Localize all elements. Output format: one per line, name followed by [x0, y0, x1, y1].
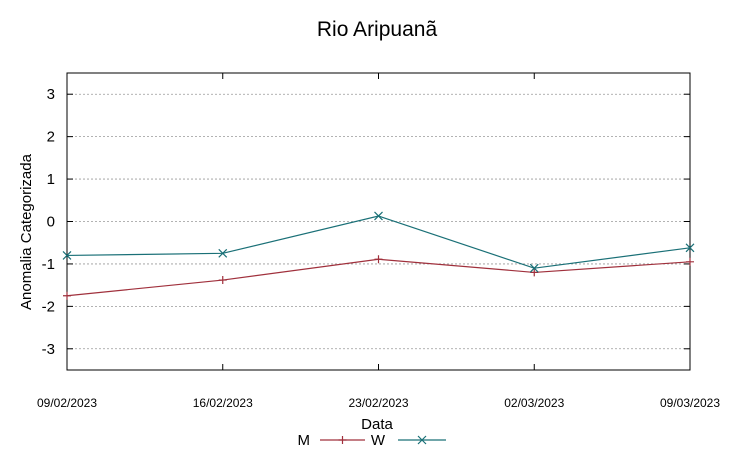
- legend-label: M: [298, 432, 311, 449]
- y-axis-ticks: 3 2 1 0 -1 -2 -3: [42, 86, 690, 358]
- data-point-marker: [218, 248, 228, 258]
- series-line: [66, 258, 691, 297]
- y-tick-label: -1: [42, 256, 55, 273]
- data-point-marker: [685, 243, 695, 253]
- y-tick-label: 1: [47, 171, 55, 188]
- x-axis-ticks: 09/02/2023 16/02/2023 23/02/2023 02/03/2023…: [37, 73, 720, 410]
- x-tick-label: 02/03/2023: [504, 396, 564, 410]
- y-tick-label: 2: [47, 129, 55, 146]
- data-point-marker: [338, 436, 347, 444]
- data-point-marker: [62, 251, 72, 260]
- chart-title: Rio Aripuanã: [317, 18, 438, 41]
- y-tick-label: -2: [42, 298, 55, 315]
- data-point-marker: [63, 291, 71, 300]
- x-tick-label: 16/02/2023: [193, 396, 253, 410]
- y-tick-label: -3: [42, 341, 55, 358]
- y-tick-label: 0: [47, 214, 55, 231]
- data-point-marker: [417, 435, 427, 445]
- x-tick-label: 23/02/2023: [348, 396, 408, 410]
- data-point-marker: [686, 257, 694, 266]
- y-axis-label: Anomalia Categorizada: [18, 153, 35, 310]
- data-point-marker: [218, 276, 227, 285]
- x-axis-label: Data: [361, 416, 393, 433]
- y-tick-label: 3: [47, 86, 55, 103]
- series-W: [62, 211, 695, 273]
- data-point-marker: [374, 211, 383, 221]
- grid-lines: [67, 93, 690, 350]
- data-point-marker: [530, 268, 539, 277]
- data-point-marker: [529, 263, 539, 273]
- legend-label: W: [371, 432, 386, 449]
- series-M: [63, 255, 694, 300]
- series-group: [62, 211, 695, 300]
- x-tick-label: 09/02/2023: [37, 396, 97, 410]
- data-point-marker: [374, 255, 383, 264]
- x-tick-label: 09/03/2023: [660, 396, 720, 410]
